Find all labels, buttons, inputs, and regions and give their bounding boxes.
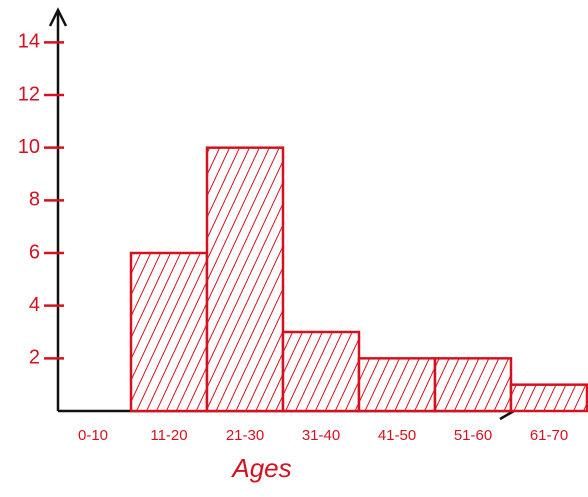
x-tick-label: 11-20 <box>150 427 187 444</box>
x-tick-label: 21-30 <box>226 427 264 444</box>
y-tick-label: 2 <box>29 347 40 369</box>
x-tick-label: 61-70 <box>530 427 568 444</box>
y-tick-label: 14 <box>18 31 40 53</box>
bar <box>283 332 359 411</box>
bar <box>511 385 587 411</box>
y-tick-label: 6 <box>29 241 40 263</box>
x-tick-label: 0-10 <box>78 427 108 444</box>
bar <box>435 358 511 411</box>
y-tick-label: 12 <box>18 83 40 105</box>
bar <box>131 253 207 411</box>
y-tick-label: 4 <box>29 294 40 316</box>
bar <box>359 358 435 411</box>
bar <box>207 148 283 411</box>
y-tick-label: 10 <box>18 136 40 158</box>
y-tick-label: 8 <box>29 189 40 211</box>
x-tick-label: 41-50 <box>378 427 416 444</box>
x-tick-label: 31-40 <box>302 427 340 444</box>
x-axis-title: Ages <box>230 453 291 483</box>
x-tick-label: 51-60 <box>454 427 492 444</box>
chart: Ages 2 4 6 8 10 12 14 0-10 11-20 21-30 31-40 41-50 5… <box>0 0 588 497</box>
